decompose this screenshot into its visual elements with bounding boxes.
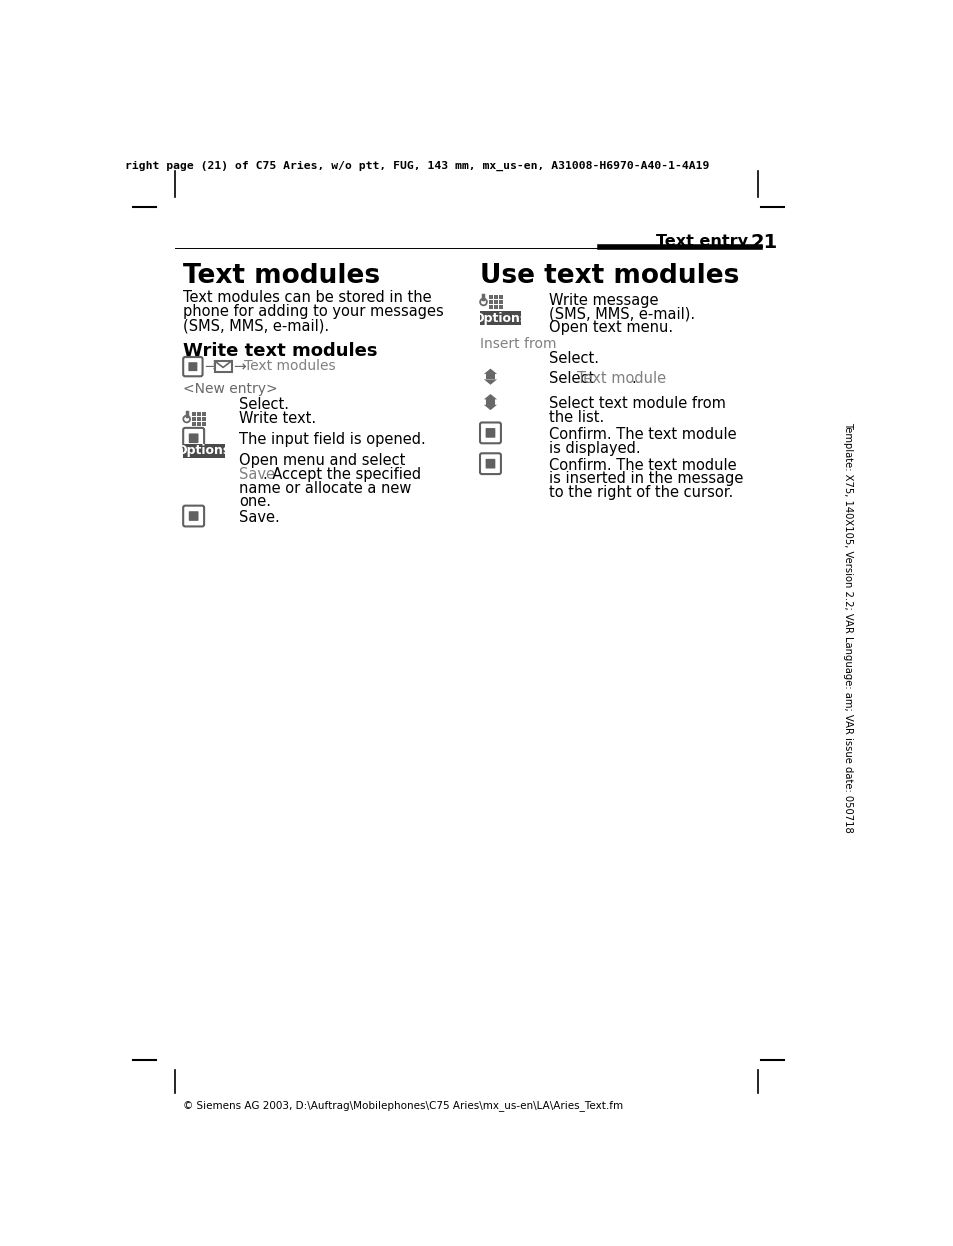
Text: Confirm. The text module: Confirm. The text module xyxy=(549,457,737,472)
Text: Open menu and select: Open menu and select xyxy=(239,452,405,468)
Text: name or allocate a new: name or allocate a new xyxy=(239,481,412,496)
Text: one.: one. xyxy=(239,495,271,510)
Bar xyxy=(197,412,201,416)
Bar xyxy=(214,361,232,373)
Bar xyxy=(486,374,495,379)
Text: <New entry>: <New entry> xyxy=(183,383,277,396)
Bar xyxy=(202,422,206,426)
Text: Template: X75, 140X105, Version 2.2; VAR Language: am; VAR issue date: 050718: Template: X75, 140X105, Version 2.2; VAR… xyxy=(841,421,852,832)
Text: →: → xyxy=(233,359,246,374)
Text: right page (21) of C75 Aries, w/o ptt, FUG, 143 mm, mx_us-en, A31008-H6970-A40-1: right page (21) of C75 Aries, w/o ptt, F… xyxy=(125,161,709,171)
Bar xyxy=(498,300,502,304)
Text: . Accept the specified: . Accept the specified xyxy=(262,467,420,482)
Polygon shape xyxy=(483,379,497,385)
Text: Save: Save xyxy=(239,467,275,482)
Text: Confirm. The text module: Confirm. The text module xyxy=(549,426,737,442)
Text: Write message: Write message xyxy=(549,293,659,308)
Bar xyxy=(488,300,492,304)
FancyBboxPatch shape xyxy=(188,363,197,371)
Bar xyxy=(192,417,195,421)
Text: Text modules: Text modules xyxy=(183,263,379,289)
Text: →: → xyxy=(204,359,217,374)
Text: Text modules can be stored in the: Text modules can be stored in the xyxy=(183,290,431,305)
Text: Options: Options xyxy=(473,312,527,325)
Circle shape xyxy=(183,416,190,422)
Text: Open text menu.: Open text menu. xyxy=(549,320,673,335)
Text: Save.: Save. xyxy=(239,510,280,525)
FancyBboxPatch shape xyxy=(183,506,204,527)
Polygon shape xyxy=(483,369,497,374)
FancyBboxPatch shape xyxy=(485,429,495,437)
Text: Select.: Select. xyxy=(549,351,598,366)
Text: Options: Options xyxy=(176,444,231,457)
Text: the list.: the list. xyxy=(549,410,604,425)
Text: (SMS, MMS, e-mail).: (SMS, MMS, e-mail). xyxy=(183,318,329,333)
Text: Text entry: Text entry xyxy=(655,234,747,249)
FancyBboxPatch shape xyxy=(183,427,204,449)
Bar xyxy=(183,444,224,457)
Text: © Siemens AG 2003, D:\Auftrag\Mobilephones\C75 Aries\mx_us-en\LA\Aries_Text.fm: © Siemens AG 2003, D:\Auftrag\Mobilephon… xyxy=(183,1100,622,1110)
Bar xyxy=(192,422,195,426)
FancyBboxPatch shape xyxy=(479,454,500,473)
FancyBboxPatch shape xyxy=(485,459,495,468)
Bar xyxy=(498,295,502,299)
Polygon shape xyxy=(483,405,497,410)
Text: is displayed.: is displayed. xyxy=(549,441,640,456)
Text: is inserted in the message: is inserted in the message xyxy=(549,471,743,486)
Bar xyxy=(488,295,492,299)
Bar xyxy=(479,312,521,325)
Polygon shape xyxy=(483,394,497,400)
Bar xyxy=(494,295,497,299)
FancyBboxPatch shape xyxy=(183,358,202,376)
Text: Write text modules: Write text modules xyxy=(183,341,376,360)
Text: Select: Select xyxy=(549,371,598,386)
Text: Use text modules: Use text modules xyxy=(479,263,739,289)
Text: phone for adding to your messages: phone for adding to your messages xyxy=(183,304,443,319)
Text: Select.: Select. xyxy=(239,397,289,412)
Text: .: . xyxy=(631,371,636,386)
Text: Select text module from: Select text module from xyxy=(549,396,725,411)
Bar xyxy=(494,300,497,304)
Bar xyxy=(494,305,497,309)
Text: 21: 21 xyxy=(750,233,778,252)
Bar xyxy=(197,417,201,421)
Circle shape xyxy=(479,299,486,305)
Bar xyxy=(192,412,195,416)
Text: (SMS, MMS, e-mail).: (SMS, MMS, e-mail). xyxy=(549,307,695,321)
Text: Insert from: Insert from xyxy=(479,338,556,351)
FancyBboxPatch shape xyxy=(479,422,500,444)
Bar xyxy=(202,417,206,421)
Bar xyxy=(488,305,492,309)
Bar xyxy=(197,422,201,426)
Text: Write text.: Write text. xyxy=(239,411,316,426)
Bar xyxy=(498,305,502,309)
Bar xyxy=(202,412,206,416)
Text: Text modules: Text modules xyxy=(244,359,335,373)
Text: to the right of the cursor.: to the right of the cursor. xyxy=(549,485,733,500)
Text: Text module: Text module xyxy=(577,371,666,386)
FancyBboxPatch shape xyxy=(189,434,198,444)
Bar xyxy=(486,400,495,405)
FancyBboxPatch shape xyxy=(189,511,198,521)
Text: The input field is opened.: The input field is opened. xyxy=(239,432,426,447)
